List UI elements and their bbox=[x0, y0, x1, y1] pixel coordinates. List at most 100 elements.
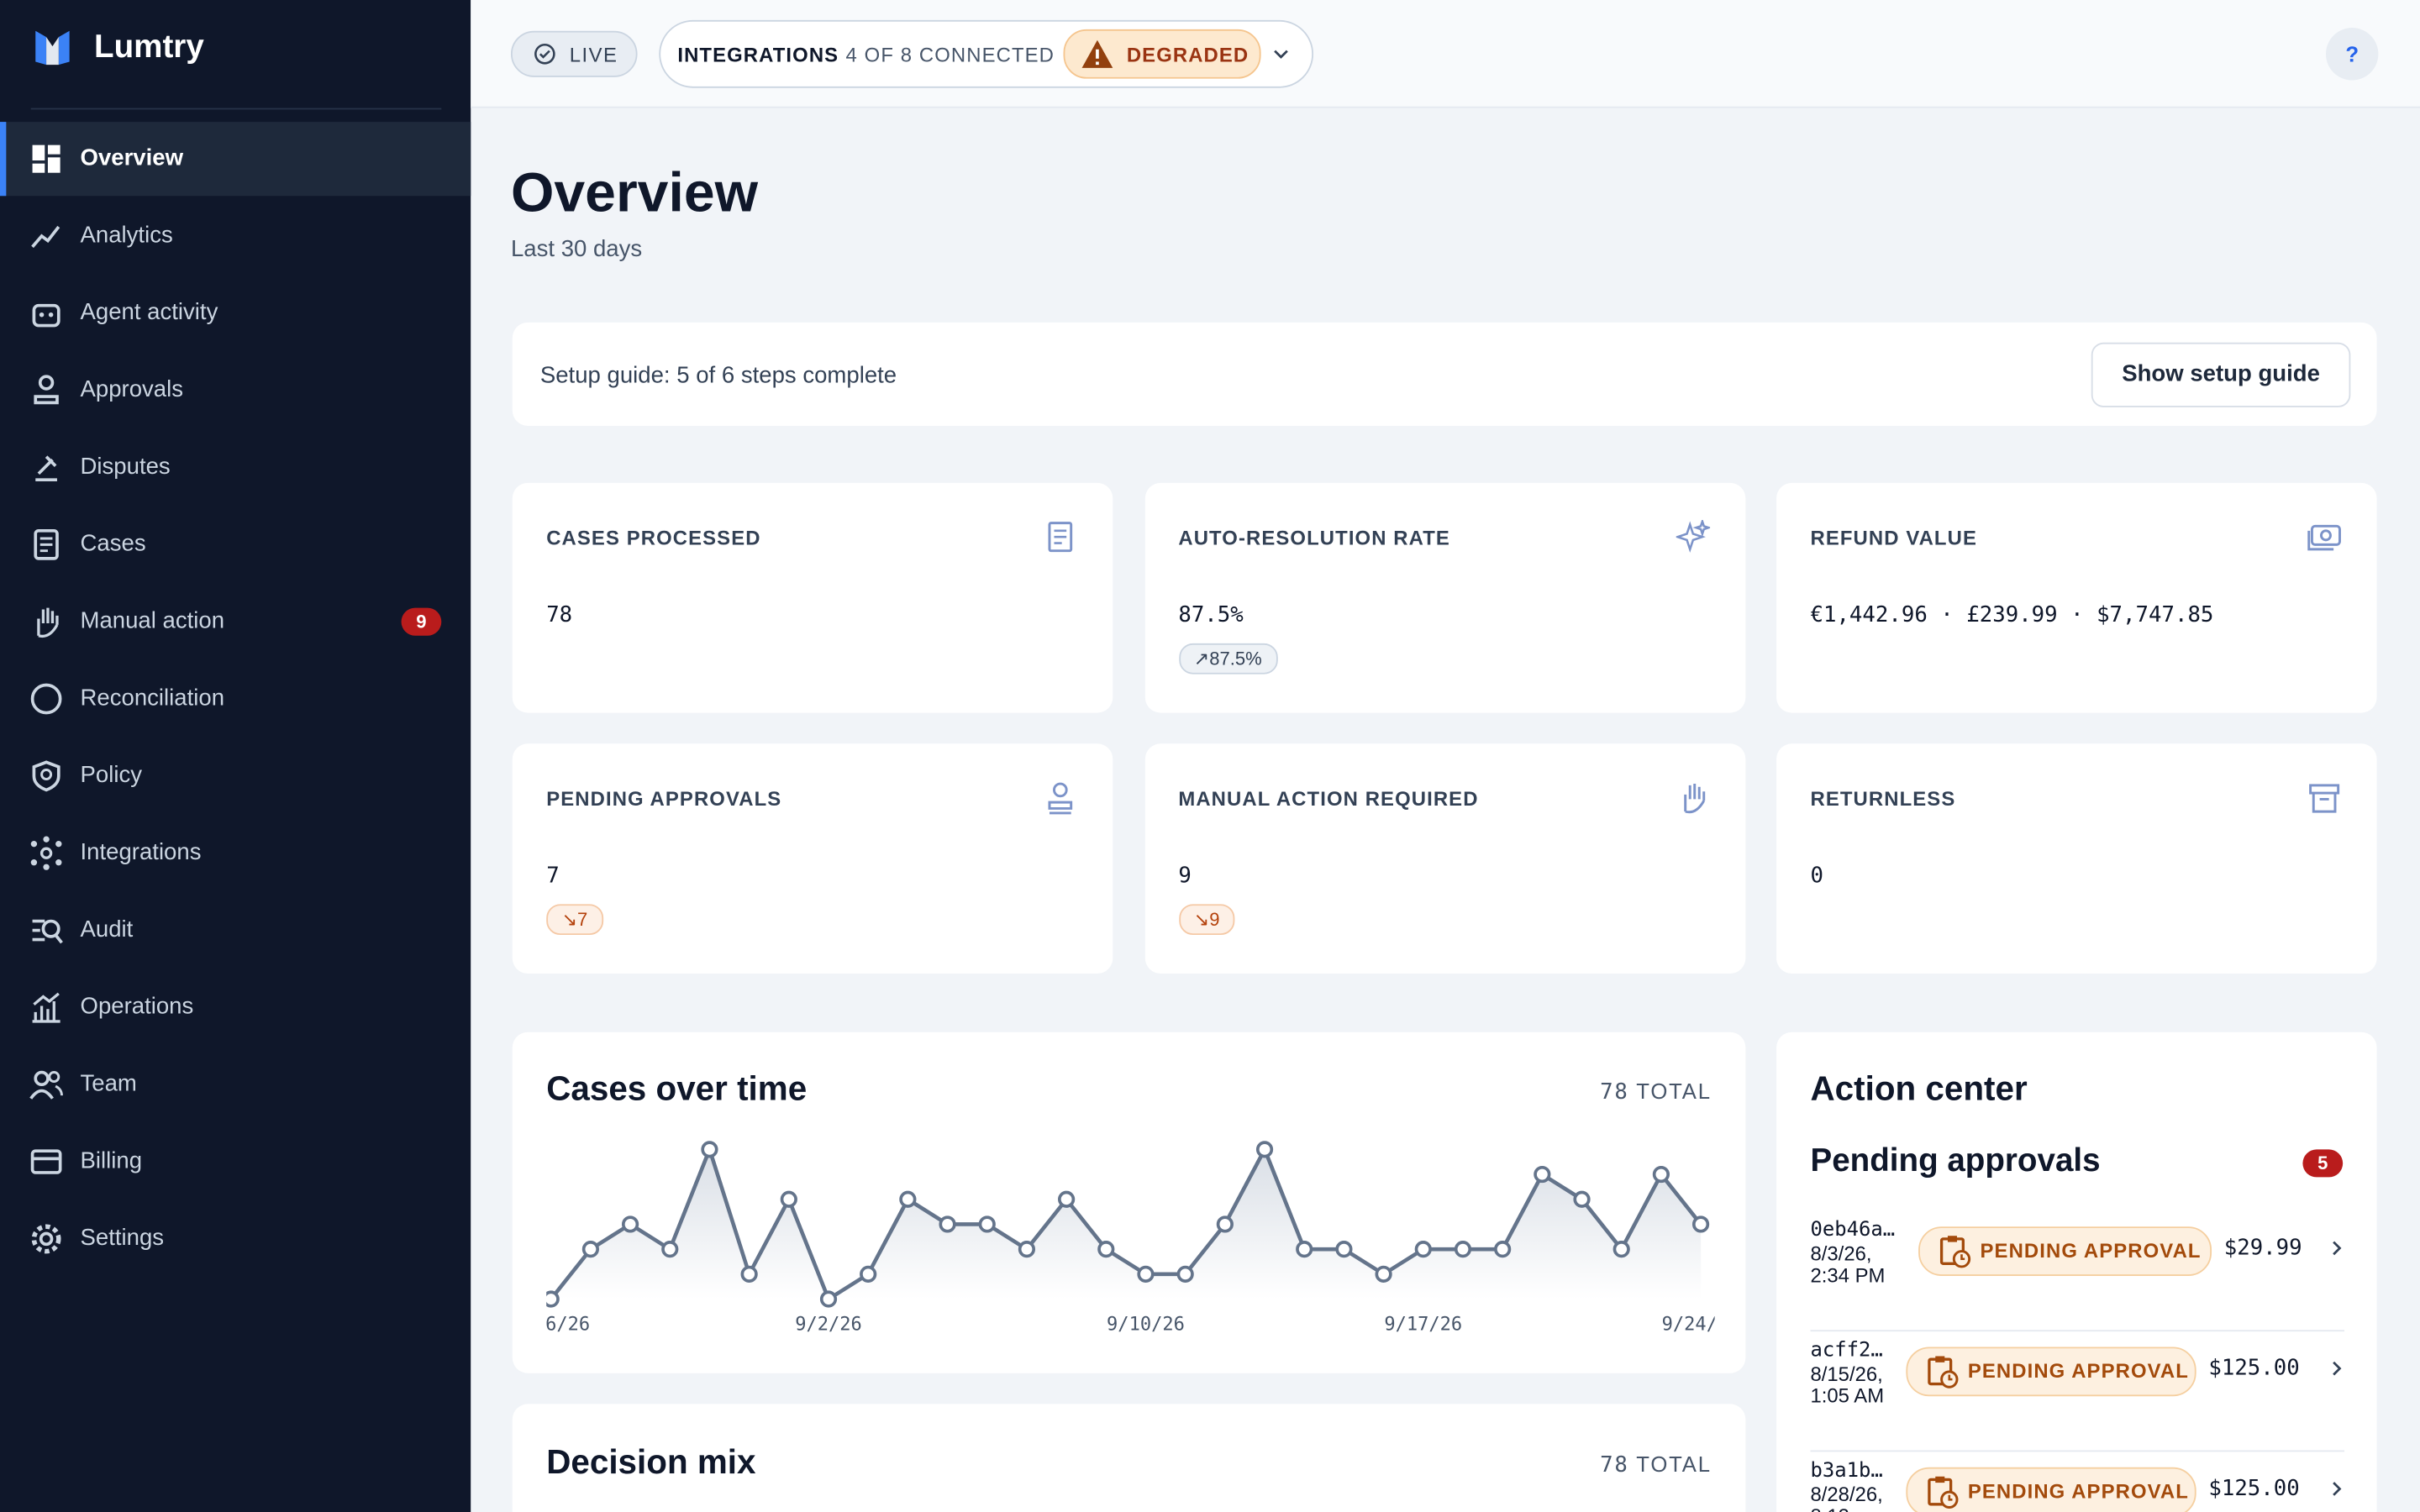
nav-item[interactable]: Audit bbox=[0, 893, 471, 967]
brand: Lumtry bbox=[94, 29, 204, 66]
item-chevron bbox=[2333, 1361, 2342, 1376]
nav-item[interactable]: Manual action 9 bbox=[0, 585, 471, 659]
point bbox=[546, 1290, 560, 1308]
action-center: Action center Pending approvals 5 0eb46a… bbox=[1776, 1032, 2377, 1512]
nav-item[interactable]: Team bbox=[0, 1047, 471, 1121]
point bbox=[819, 1290, 838, 1308]
kpi-icon bbox=[1683, 784, 1705, 814]
trend-arrow: ↘ bbox=[1193, 908, 1210, 931]
point bbox=[1216, 1215, 1234, 1233]
x-tick-label: 8/26/26 bbox=[546, 1314, 590, 1335]
kpi-label: REFUND VALUE bbox=[1810, 526, 1978, 549]
nav-icon bbox=[37, 607, 59, 638]
nav-label: Audit bbox=[80, 916, 134, 943]
kpi-label: CASES PROCESSED bbox=[546, 526, 761, 549]
nav-item[interactable]: Billing bbox=[0, 1125, 471, 1199]
nav-item[interactable]: Disputes bbox=[0, 430, 471, 504]
nav-icon bbox=[29, 1070, 63, 1100]
point bbox=[1375, 1265, 1392, 1283]
nav-item[interactable]: Operations bbox=[0, 970, 471, 1044]
point bbox=[1573, 1190, 1591, 1208]
nav-item[interactable]: Policy bbox=[0, 739, 471, 813]
nav-badge: 9 bbox=[401, 607, 442, 636]
chevron bbox=[1274, 50, 1288, 59]
status-pill: PENDING APPROVAL bbox=[1906, 1347, 2196, 1397]
kpi-icon bbox=[2307, 524, 2341, 551]
trend-arrow: ↘ bbox=[561, 908, 578, 931]
action-subtitle: Pending approvals bbox=[1810, 1143, 2101, 1179]
nav-label: Agent activity bbox=[80, 299, 218, 326]
point bbox=[1137, 1265, 1155, 1283]
topbar: LIVE INTEGRATIONS 4 OF 8 CONNECTED DEGRA… bbox=[471, 0, 2420, 108]
status-icon bbox=[1939, 1236, 1971, 1268]
trend-arrow: ↗ bbox=[1193, 648, 1210, 670]
warning-icon bbox=[1081, 39, 1113, 68]
approval-item[interactable]: b3a1b…8/28/26, 8:13 PENDING APPROVAL $125.… bbox=[1810, 1453, 2344, 1512]
kpi-card: MANUAL ACTION REQUIRED 9 ↘9 bbox=[1144, 743, 1745, 974]
integrations-pill[interactable]: INTEGRATIONS 4 OF 8 CONNECTED DEGRADED bbox=[659, 19, 1314, 88]
kpi-icon bbox=[1675, 519, 1710, 553]
nav-label: Team bbox=[80, 1070, 137, 1097]
status-pill: PENDING APPROVAL bbox=[1918, 1226, 2212, 1276]
approval-item[interactable]: 0eb46a… 8/3/26, 2:34 PM PENDING APPROVAL $2… bbox=[1810, 1213, 2345, 1332]
total-label: TOTAL bbox=[1636, 1078, 1712, 1104]
total-value: 78 bbox=[1600, 1079, 1629, 1105]
point bbox=[1296, 1241, 1313, 1258]
nav-item[interactable]: Analytics bbox=[0, 199, 471, 273]
nav-item[interactable]: Overview bbox=[0, 122, 471, 197]
status-label: PENDING APPROVAL bbox=[1967, 1479, 2189, 1503]
decision-title: Decision mix bbox=[546, 1442, 756, 1482]
status-icon bbox=[1928, 1356, 1959, 1389]
live-pill[interactable]: LIVE bbox=[510, 30, 638, 77]
kpi-label: MANUAL ACTION REQUIRED bbox=[1178, 786, 1479, 811]
status-label: PENDING APPROVAL bbox=[1967, 1359, 2189, 1383]
item-id: 0eb46a… bbox=[1810, 1219, 1896, 1242]
point bbox=[860, 1265, 877, 1283]
x-tick-label: 9/2/26 bbox=[795, 1314, 862, 1335]
area bbox=[550, 1149, 1702, 1299]
nav-icon bbox=[30, 683, 62, 715]
nav-item[interactable]: Agent activity bbox=[0, 276, 471, 350]
approval-item[interactable]: acff2… 8/15/26, 1:05 AM PENDING APPROVAL $1… bbox=[1810, 1333, 2345, 1452]
nav-icon bbox=[34, 529, 59, 560]
delta-value: 7 bbox=[577, 908, 588, 931]
nav-label: Cases bbox=[80, 530, 146, 558]
point bbox=[1176, 1265, 1194, 1283]
total-value: 78 bbox=[1600, 1453, 1629, 1478]
nav-icon bbox=[32, 760, 60, 792]
nav-icon bbox=[30, 1149, 62, 1174]
kpi-delta: ↗87.5% bbox=[1178, 643, 1278, 675]
nav-item[interactable]: Reconciliation bbox=[0, 662, 471, 736]
divider bbox=[30, 108, 442, 110]
decision-card: Decision mix 78 TOTAL bbox=[512, 1404, 1746, 1512]
point bbox=[1097, 1241, 1115, 1258]
kpi-icon bbox=[1048, 782, 1073, 815]
nav-item[interactable]: Integrations bbox=[0, 816, 471, 890]
line bbox=[549, 1147, 1702, 1301]
x-tick-label: 9/24/26 bbox=[1662, 1314, 1715, 1335]
nav-item[interactable]: Approvals bbox=[0, 354, 471, 428]
nav-label: Integrations bbox=[80, 839, 202, 866]
kpi-value: 78 bbox=[546, 603, 573, 628]
point bbox=[740, 1265, 758, 1283]
setup-text: Setup guide: 5 of 6 steps complete bbox=[539, 362, 897, 389]
nav-label: Disputes bbox=[80, 454, 171, 480]
help-button[interactable]: ? bbox=[2325, 28, 2379, 81]
degraded-pill: DEGRADED bbox=[1063, 29, 1261, 79]
nav-item[interactable]: Settings bbox=[0, 1202, 471, 1276]
nav-icon bbox=[31, 225, 60, 249]
item-id: acff2… bbox=[1810, 1339, 1883, 1362]
item-chevron bbox=[2333, 1482, 2342, 1496]
setup-button[interactable]: Show setup guide bbox=[2091, 342, 2351, 407]
chart-total: 78 TOTAL bbox=[1600, 1079, 1712, 1105]
point bbox=[1612, 1241, 1630, 1258]
total-label: TOTAL bbox=[1636, 1452, 1712, 1477]
nav-label: Analytics bbox=[80, 222, 173, 249]
kpi-value: 9 bbox=[1178, 864, 1192, 889]
active-indicator bbox=[0, 122, 7, 197]
kpi-card: CASES PROCESSED 78 bbox=[512, 482, 1113, 713]
kpi-card: PENDING APPROVALS 7 ↘7 bbox=[512, 743, 1113, 974]
nav-icon bbox=[32, 992, 60, 1023]
line-chart: 8/26/26 9/2/26 9/10/26 9/17/26 9/24/26 bbox=[546, 1141, 1715, 1335]
nav-item[interactable]: Cases bbox=[0, 507, 471, 581]
